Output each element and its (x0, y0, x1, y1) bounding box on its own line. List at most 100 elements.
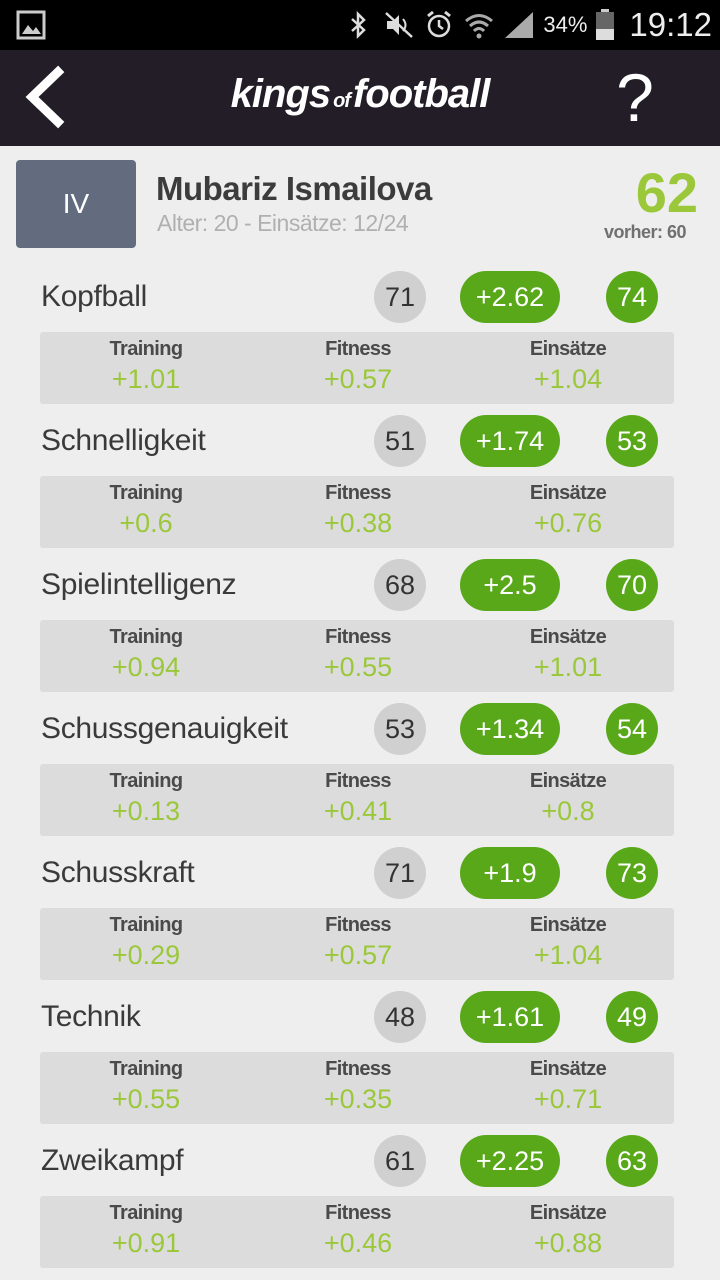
fitness-label: Fitness (325, 1202, 391, 1224)
training-label: Training (109, 338, 184, 360)
einsaetze-label: Einsätze (529, 1202, 607, 1224)
training-value: +0.91 (111, 1228, 181, 1258)
old-value: 71 (374, 271, 426, 323)
fitness-label: Fitness (325, 914, 391, 936)
fitness-value: +0.41 (323, 796, 393, 826)
attribute-row: Schnelligkeit 51 +1.74 53 Training +0.6 F… (0, 412, 720, 556)
training-label: Training (109, 914, 184, 936)
fitness-value: +0.57 (323, 364, 393, 394)
breakdown-panel: Training +0.6 Fitness +0.38 Einsätze +0.76 (40, 476, 674, 548)
new-value: 53 (606, 415, 658, 467)
einsaetze-label: Einsätze (529, 914, 607, 936)
new-value: 54 (606, 703, 658, 755)
bluetooth-icon (351, 10, 367, 40)
new-value: 63 (606, 1135, 658, 1187)
attribute-row: Technik 48 +1.61 49 Training +0.55 Fitnes… (0, 988, 720, 1132)
attribute-name: Schusskraft (41, 856, 195, 889)
fitness-label: Fitness (325, 482, 391, 504)
delta-value: +2.5 (460, 559, 560, 611)
old-value: 48 (374, 991, 426, 1043)
signal-icon (505, 12, 534, 38)
mute-icon (385, 12, 414, 38)
back-arrow-icon[interactable] (20, 64, 80, 130)
fitness-value: +0.57 (323, 940, 393, 970)
einsaetze-label: Einsätze (529, 338, 607, 360)
gallery-icon (16, 10, 46, 40)
einsaetze-label: Einsätze (529, 1058, 607, 1080)
attribute-name: Schussgenauigkeit (41, 712, 288, 745)
player-previous-score: vorher: 60 (603, 222, 687, 242)
breakdown-panel: Training +1.01 Fitness +0.57 Einsätze +1.04 (40, 332, 674, 404)
training-value: +0.55 (111, 1084, 181, 1114)
einsaetze-value: +0.88 (533, 1228, 603, 1258)
fitness-value: +0.35 (323, 1084, 393, 1114)
einsaetze-label: Einsätze (529, 770, 607, 792)
fitness-label: Fitness (325, 1058, 391, 1080)
fitness-label: Fitness (325, 770, 391, 792)
training-label: Training (109, 1202, 184, 1224)
status-bar: 34% 19:12 (0, 0, 720, 50)
training-label: Training (109, 482, 184, 504)
wifi-icon (465, 14, 494, 39)
battery-icon (596, 9, 615, 40)
einsaetze-label: Einsätze (529, 626, 607, 648)
training-value: +0.13 (111, 796, 181, 826)
einsaetze-label: Einsätze (529, 482, 607, 504)
einsaetze-value: +1.04 (533, 940, 603, 970)
app-bar: kings offootball ? (0, 50, 720, 146)
old-value: 51 (374, 415, 426, 467)
fitness-value: +0.46 (323, 1228, 393, 1258)
breakdown-panel: Training +0.55 Fitness +0.35 Einsätze +0.71 (40, 1052, 674, 1124)
player-meta: Alter: 20 - Einsätze: 12/24 (157, 210, 409, 236)
attribute-name: Kopfball (41, 280, 148, 313)
fitness-label: Fitness (325, 338, 391, 360)
breakdown-panel: Training +0.94 Fitness +0.55 Einsätze +1.01 (40, 620, 674, 692)
delta-value: +2.62 (460, 271, 560, 323)
delta-value: +1.9 (460, 847, 560, 899)
player-header: IV Mubariz Ismailova Alter: 20 - Einsätz… (0, 148, 720, 258)
attribute-row: Schussgenauigkeit 53 +1.34 54 Training +0… (0, 700, 720, 844)
new-value: 70 (606, 559, 658, 611)
attribute-name: Schnelligkeit (41, 424, 206, 457)
old-value: 68 (374, 559, 426, 611)
training-value: +0.94 (111, 652, 181, 682)
delta-value: +1.34 (460, 703, 560, 755)
einsaetze-value: +1.01 (533, 652, 603, 682)
einsaetze-value: +0.71 (533, 1084, 603, 1114)
training-value: +1.01 (111, 364, 181, 394)
training-label: Training (109, 626, 184, 648)
attribute-row: Spielintelligenz 68 +2.5 70 Training +0.9… (0, 556, 720, 700)
breakdown-panel: Training +0.29 Fitness +0.57 Einsätze +1.04 (40, 908, 674, 980)
einsaetze-value: +1.04 (533, 364, 603, 394)
delta-value: +1.61 (460, 991, 560, 1043)
app-logo: kings offootball (230, 72, 491, 116)
position-badge: IV (16, 160, 136, 248)
breakdown-panel: Training +0.91 Fitness +0.46 Einsätze +0.88 (40, 1196, 674, 1268)
player-score: 62 (635, 161, 698, 224)
training-label: Training (109, 770, 184, 792)
new-value: 73 (606, 847, 658, 899)
attribute-row: Kopfball 71 +2.62 74 Training +1.01 Fitne… (0, 268, 720, 412)
old-value: 61 (374, 1135, 426, 1187)
status-time: 19:12 (629, 6, 712, 43)
training-value: +0.6 (119, 508, 173, 538)
delta-value: +2.25 (460, 1135, 560, 1187)
attribute-name: Technik (41, 1000, 141, 1033)
einsaetze-value: +0.8 (541, 796, 595, 826)
attribute-row: Schusskraft 71 +1.9 73 Training +0.29 Fit… (0, 844, 720, 988)
help-button[interactable]: ? (616, 60, 654, 136)
delta-value: +1.74 (460, 415, 560, 467)
einsaetze-value: +0.76 (533, 508, 603, 538)
training-label: Training (109, 1058, 184, 1080)
old-value: 71 (374, 847, 426, 899)
battery-percent: 34% (543, 12, 588, 37)
attribute-name: Zweikampf (41, 1144, 184, 1177)
new-value: 74 (606, 271, 658, 323)
attribute-row: Zweikampf 61 +2.25 63 Training +0.91 Fitn… (0, 1132, 720, 1276)
attribute-name: Spielintelligenz (41, 568, 237, 601)
fitness-value: +0.55 (323, 652, 393, 682)
old-value: 53 (374, 703, 426, 755)
fitness-label: Fitness (325, 626, 391, 648)
player-name: Mubariz Ismailova (156, 170, 432, 207)
training-value: +0.29 (111, 940, 181, 970)
